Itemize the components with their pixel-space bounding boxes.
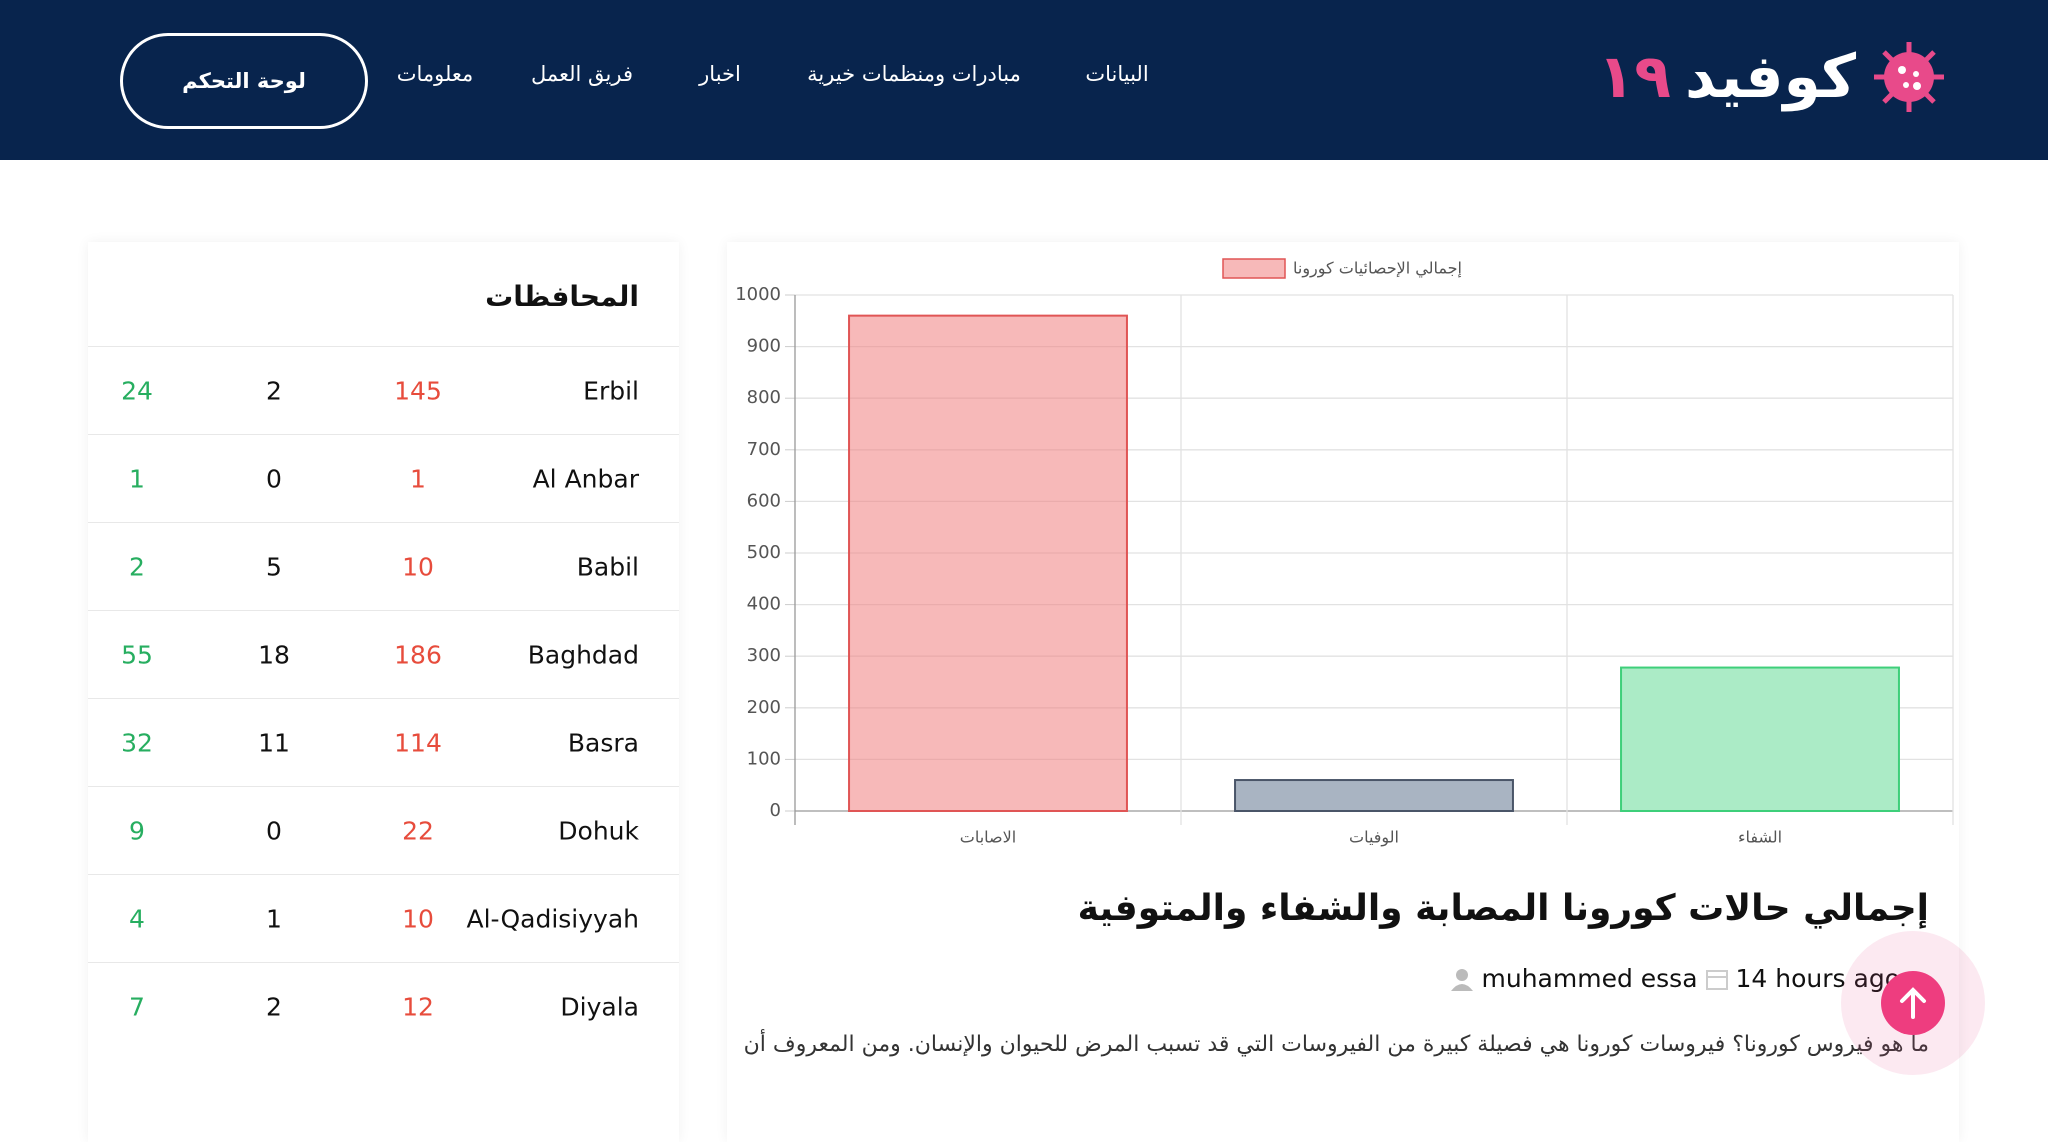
post-time: 14 hours ago [1735, 964, 1900, 993]
province-count: 0 [266, 464, 282, 494]
logo-number: ١٩ [1597, 42, 1672, 112]
y-tick-label: 700 [747, 439, 781, 460]
bar [848, 314, 1128, 812]
province-row: Erbil 145 2 24 [88, 346, 679, 435]
province-count: 145 [394, 376, 442, 406]
post-author: muhammed essa [1481, 964, 1698, 993]
y-tick-label: 1000 [735, 284, 781, 305]
page: كوفيد ١٩ البيانات مبادرات ومنظمات خيرية … [0, 0, 2048, 1075]
province-name: Al Anbar [532, 464, 639, 494]
nav-link[interactable]: فريق العمل [530, 62, 634, 86]
province-row: Al Anbar 1 0 1 [88, 434, 679, 523]
province-count: 1 [129, 464, 145, 494]
nav-link[interactable]: اخبار [699, 62, 741, 86]
y-tick-label: 400 [747, 594, 781, 615]
x-tick-label: الشفاء [1738, 828, 1782, 847]
chart: إجمالي الإحصائيات كورونا 0 100 200 300 400 500… [735, 258, 1954, 848]
province-row: Dohuk 22 0 9 [88, 786, 679, 875]
province-name: Diyala [560, 992, 639, 1022]
y-tick-label: 0 [770, 800, 781, 821]
province-name: Al-Qadisiyyah [466, 904, 639, 934]
province-count: 4 [129, 904, 145, 934]
y-tick-label: 800 [747, 387, 781, 408]
province-count: 5 [266, 552, 282, 582]
province-name: Dohuk [558, 816, 639, 846]
province-count: 12 [402, 992, 434, 1022]
bar [1620, 666, 1900, 812]
province-count: 18 [258, 640, 290, 670]
y-tick-label: 600 [747, 490, 781, 511]
y-tick-label: 900 [747, 336, 781, 357]
province-name: Baghdad [527, 640, 639, 670]
y-tick-label: 300 [747, 645, 781, 666]
province-count: 7 [129, 992, 145, 1022]
province-count: 186 [394, 640, 442, 670]
province-row: Diyala 12 2 7 [88, 962, 679, 1051]
chart-card: إجمالي الإحصائيات كورونا 0 100 200 300 400 500… [727, 242, 1959, 1142]
province-count: 1 [410, 464, 426, 494]
post-excerpt: ما هو فيروس كورونا؟ فيروسات كورونا هي فص… [743, 1032, 1929, 1057]
dashboard-button[interactable]: لوحة التحكم [120, 33, 368, 129]
province-name: Babil [576, 552, 639, 582]
province-count: 11 [258, 728, 290, 758]
province-count: 114 [394, 728, 442, 758]
calendar-icon [1705, 969, 1728, 990]
province-count: 2 [266, 376, 282, 406]
province-count: 0 [266, 816, 282, 846]
nav-link[interactable]: معلومات [396, 62, 474, 86]
navbar: كوفيد ١٩ البيانات مبادرات ومنظمات خيرية … [0, 0, 2048, 160]
scroll-top[interactable] [1841, 931, 1985, 1075]
x-tick-label: الوفيات [1349, 828, 1399, 848]
province-row: Babil 10 5 2 [88, 522, 679, 611]
provinces-card: المحافظات [88, 242, 679, 1142]
province-name: Erbil [583, 376, 639, 406]
province-count: 22 [402, 816, 434, 846]
province-row: Basra 114 11 32 [88, 698, 679, 787]
province-count: 10 [402, 904, 434, 934]
province-row: Al-Qadisiyyah 10 1 4 [88, 874, 679, 963]
logo-icon [1874, 42, 1944, 112]
province-count: 2 [266, 992, 282, 1022]
y-tick-label: 500 [747, 542, 781, 563]
post-meta: muhammed essa 14 hours ago [1450, 964, 1900, 993]
province-count: 10 [402, 552, 434, 582]
user-icon [1450, 968, 1473, 991]
province-count: 9 [129, 816, 145, 846]
province-count: 24 [121, 376, 153, 406]
x-tick-label: الاصابات [960, 828, 1016, 847]
nav-link[interactable]: مبادرات ومنظمات خيرية [807, 62, 1021, 86]
logo-name: كوفيد [1685, 42, 1856, 112]
province-count: 1 [266, 904, 282, 934]
province-count: 55 [121, 640, 153, 670]
post-title: إجمالي حالات كورونا المصابة والشفاء والم… [1077, 888, 1929, 929]
nav-link[interactable]: البيانات [1085, 62, 1149, 86]
province-row: Baghdad 186 18 55 [88, 610, 679, 699]
provinces-title: المحافظات [485, 280, 639, 313]
legend-swatch [1222, 258, 1286, 279]
y-tick-label: 200 [747, 697, 781, 718]
province-count: 2 [129, 552, 145, 582]
logo[interactable]: كوفيد ١٩ [1598, 38, 1948, 116]
y-tick-label: 100 [747, 748, 781, 769]
province-count: 32 [121, 728, 153, 758]
province-name: Basra [567, 728, 639, 758]
legend-label: إجمالي الإحصائيات كورونا [1293, 259, 1462, 279]
bar [1234, 779, 1514, 812]
